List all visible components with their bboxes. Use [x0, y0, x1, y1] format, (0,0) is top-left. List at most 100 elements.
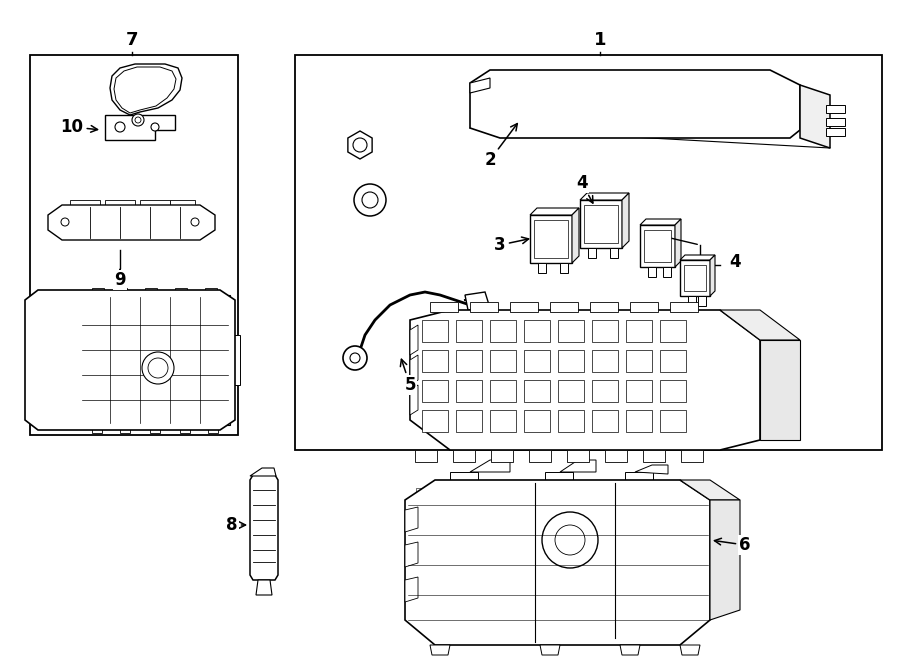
Polygon shape — [620, 645, 640, 655]
Bar — [456, 320, 482, 342]
Bar — [540, 520, 607, 545]
Polygon shape — [410, 385, 418, 415]
Bar — [592, 410, 618, 432]
Circle shape — [135, 117, 141, 123]
Bar — [644, 230, 671, 262]
Bar — [524, 350, 550, 372]
Bar — [670, 302, 698, 312]
Bar — [415, 450, 437, 462]
Text: 6: 6 — [715, 536, 751, 554]
Polygon shape — [530, 208, 579, 215]
Bar — [145, 288, 157, 297]
Bar — [133, 302, 168, 332]
Text: 3: 3 — [494, 236, 528, 254]
Bar — [621, 585, 702, 610]
Bar — [643, 450, 665, 462]
Polygon shape — [430, 645, 450, 655]
Bar — [660, 410, 686, 432]
Bar — [416, 585, 527, 610]
Bar — [72, 305, 77, 415]
Bar — [540, 488, 607, 513]
Polygon shape — [256, 580, 272, 595]
Bar — [422, 320, 448, 342]
Bar — [88, 342, 123, 372]
Bar — [698, 296, 706, 306]
Bar — [538, 263, 546, 273]
Bar — [51, 305, 56, 415]
Bar — [44, 305, 49, 415]
Polygon shape — [410, 325, 418, 355]
Bar — [491, 450, 513, 462]
Bar — [626, 350, 652, 372]
Bar — [30, 305, 35, 415]
Circle shape — [354, 184, 386, 216]
Text: 4: 4 — [576, 174, 593, 203]
Bar — [592, 380, 618, 402]
Bar — [534, 220, 568, 258]
Polygon shape — [560, 460, 596, 472]
Polygon shape — [800, 85, 830, 148]
Bar — [416, 488, 527, 513]
Circle shape — [343, 346, 367, 370]
Bar — [605, 450, 627, 462]
Bar — [529, 450, 551, 462]
Polygon shape — [405, 480, 710, 645]
Polygon shape — [110, 64, 182, 115]
Polygon shape — [530, 215, 572, 263]
Text: 7: 7 — [126, 31, 139, 49]
Polygon shape — [405, 507, 418, 532]
Bar — [490, 320, 516, 342]
Bar — [178, 342, 213, 372]
Circle shape — [151, 123, 159, 131]
Bar — [115, 288, 127, 297]
Bar — [453, 450, 475, 462]
Bar — [621, 488, 702, 513]
Bar — [456, 350, 482, 372]
Bar — [205, 288, 217, 297]
Text: 8: 8 — [226, 516, 246, 534]
Polygon shape — [710, 255, 715, 296]
Bar — [625, 472, 653, 482]
Bar — [826, 118, 845, 126]
Bar — [510, 302, 538, 312]
Bar — [558, 350, 584, 372]
Polygon shape — [720, 310, 800, 340]
Polygon shape — [410, 310, 760, 450]
Circle shape — [350, 353, 360, 363]
Circle shape — [542, 512, 598, 568]
Polygon shape — [680, 255, 715, 260]
Circle shape — [132, 114, 144, 126]
Text: 2: 2 — [484, 124, 518, 169]
Bar — [663, 267, 671, 277]
Polygon shape — [465, 292, 490, 310]
Circle shape — [148, 358, 168, 378]
Bar — [540, 555, 607, 580]
Circle shape — [191, 218, 199, 226]
Bar — [175, 288, 187, 297]
Bar — [416, 520, 527, 545]
Bar — [92, 288, 104, 297]
Bar — [626, 320, 652, 342]
Bar — [826, 128, 845, 136]
Bar — [70, 200, 100, 207]
Polygon shape — [710, 500, 740, 620]
Bar — [140, 200, 170, 207]
Bar — [422, 380, 448, 402]
Bar — [584, 205, 618, 243]
Bar — [592, 320, 618, 342]
Bar — [208, 425, 218, 433]
Circle shape — [353, 138, 367, 152]
Bar — [170, 200, 195, 207]
Bar — [180, 425, 190, 433]
Bar — [660, 380, 686, 402]
Polygon shape — [470, 78, 490, 93]
Bar — [660, 350, 686, 372]
Polygon shape — [470, 460, 510, 472]
Bar — [490, 380, 516, 402]
Polygon shape — [114, 67, 176, 113]
Bar — [590, 302, 618, 312]
Bar — [648, 267, 656, 277]
Bar — [65, 305, 70, 415]
Text: 9: 9 — [114, 270, 126, 289]
Bar — [621, 555, 702, 580]
